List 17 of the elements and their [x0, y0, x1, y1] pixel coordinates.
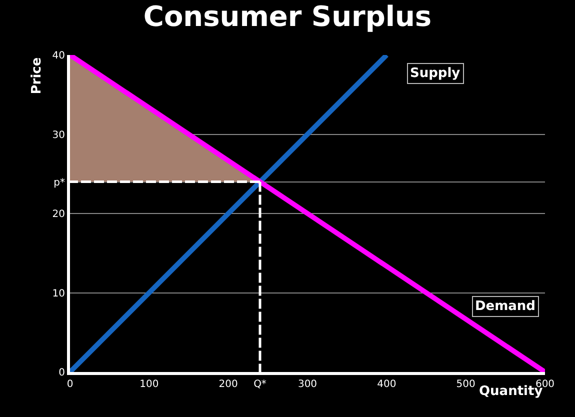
y-tick-label: 30 — [52, 130, 65, 141]
series-label: Demand — [475, 299, 536, 314]
y-tick-label: p* — [54, 177, 65, 188]
x-tick-label: 500 — [456, 379, 476, 390]
x-tick-label: 300 — [298, 379, 318, 390]
y-axis-title: Price — [29, 57, 44, 94]
y-tick-label: 40 — [52, 50, 65, 62]
x-tick-label: 100 — [140, 379, 159, 390]
chart-title: Consumer Surplus — [143, 0, 432, 33]
y-tick-label: 0 — [58, 368, 65, 378]
series-label: Supply — [410, 66, 461, 81]
x-tick-label: 400 — [377, 379, 396, 390]
y-tick-label: 20 — [52, 209, 65, 220]
x-tick-label: 0 — [66, 379, 74, 390]
x-tick-label: Q* — [254, 379, 266, 390]
y-tick-label: 10 — [52, 288, 65, 300]
x-tick-label: 200 — [218, 379, 238, 390]
